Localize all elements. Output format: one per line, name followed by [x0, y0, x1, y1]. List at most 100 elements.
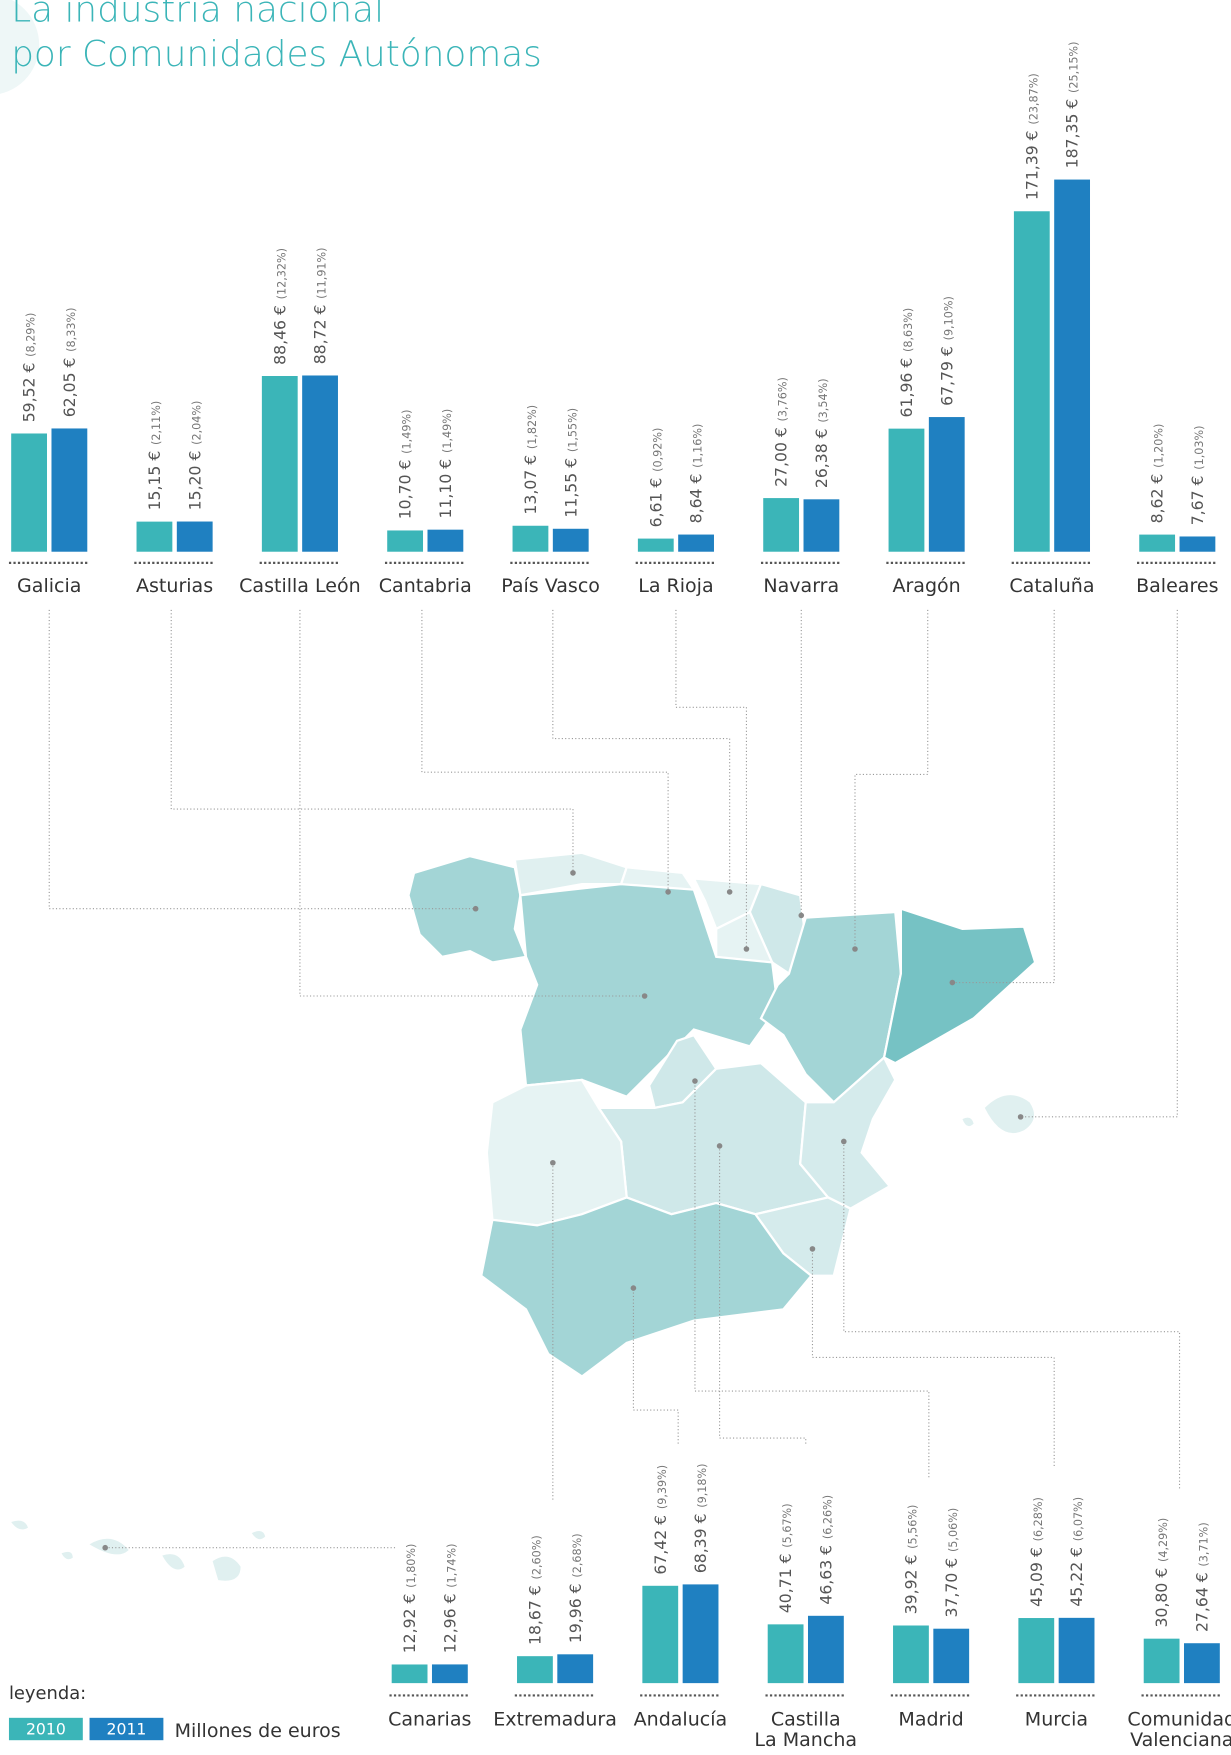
dot	[743, 946, 750, 952]
unit-label: Millones de euros	[175, 1720, 341, 1742]
category-label: País Vasco	[501, 575, 600, 598]
connector	[299, 609, 645, 997]
connector	[421, 609, 669, 892]
share-text: (3,54%)	[817, 378, 830, 422]
category-label: La Rioja	[638, 575, 714, 598]
category-label: Baleares	[1136, 575, 1219, 598]
share-text: (9,39%)	[656, 1465, 669, 1509]
connector	[48, 609, 476, 910]
value-text: 19,96 €	[566, 1583, 585, 1643]
bar	[302, 375, 338, 552]
value-text: 26,38 €	[812, 428, 831, 488]
value-text: 8,62 €	[1148, 474, 1167, 524]
bar	[1184, 1643, 1220, 1684]
share-text: (25,15%)	[1068, 42, 1081, 93]
share-text: (6,26%)	[821, 1495, 834, 1539]
value-label: 61,96 € (8,63%)	[896, 308, 917, 418]
value-text: 15,20 €	[185, 451, 204, 511]
share-text: (1,55%)	[566, 408, 579, 452]
value-text: 67,79 €	[937, 346, 956, 406]
value-text: 46,63 €	[816, 1545, 835, 1605]
value-text: 7,67 €	[1188, 475, 1207, 525]
share-text: (8,33%)	[65, 308, 78, 352]
category-label: Castilla La Mancha	[754, 1708, 858, 1752]
bar	[803, 499, 840, 552]
value-text: 61,96 €	[897, 358, 916, 418]
value-text: 67,42 €	[651, 1515, 670, 1575]
value-text: 27,00 €	[772, 427, 791, 487]
share-text: (6,07%)	[1072, 1497, 1085, 1541]
value-label: 68,39 € (9,18%)	[690, 1463, 711, 1573]
bar	[261, 375, 298, 552]
bar	[552, 528, 589, 552]
connector	[552, 609, 731, 892]
bar	[888, 428, 925, 552]
bar	[1058, 1617, 1095, 1684]
category-label: Galicia	[17, 575, 82, 598]
bar	[11, 433, 48, 552]
category-label: Extremadura	[493, 1708, 617, 1732]
category-label: Murcia	[1024, 1708, 1089, 1732]
category-label: Andalucía	[633, 1708, 728, 1732]
connector	[1020, 609, 1178, 1118]
legend-swatch	[89, 1717, 164, 1741]
dot	[472, 905, 479, 912]
value-label: 26,38 € (3,54%)	[811, 378, 832, 488]
bar	[637, 538, 674, 552]
dot	[570, 870, 576, 876]
value-label: 39,92 € (5,56%)	[901, 1505, 922, 1615]
category-label: Navarra	[763, 575, 840, 598]
value-text: 59,52 €	[20, 363, 39, 423]
value-label: 59,52 € (8,29%)	[19, 313, 40, 423]
bar	[51, 428, 88, 552]
value-text: 11,55 €	[561, 458, 580, 518]
decor	[0, 0, 40, 94]
value-label: 15,15 € (2,11%)	[144, 401, 165, 511]
category-label: Madrid	[898, 1708, 964, 1732]
share-text: (1,20%)	[1153, 424, 1166, 468]
dot	[692, 1078, 698, 1084]
value-label: 67,42 € (9,39%)	[650, 1465, 671, 1575]
value-text: 30,80 €	[1152, 1568, 1171, 1628]
value-text: 10,70 €	[396, 460, 415, 520]
bar	[807, 1615, 844, 1684]
share-text: (2,11%)	[150, 401, 163, 445]
dot	[665, 889, 671, 895]
region-valencia	[799, 1055, 897, 1210]
region-canarias	[11, 1520, 266, 1581]
value-label: 27,64 € (3,71%)	[1192, 1522, 1213, 1632]
connector	[854, 609, 929, 949]
value-text: 6,61 €	[646, 478, 665, 528]
share-text: (3,76%)	[777, 377, 790, 421]
bar	[512, 525, 549, 552]
bar	[136, 521, 173, 552]
dot	[630, 1285, 637, 1291]
share-text: (6,28%)	[1032, 1497, 1045, 1541]
dot	[716, 1143, 723, 1149]
connector	[675, 609, 747, 949]
connector	[843, 1141, 1181, 1489]
region-galicia	[407, 854, 528, 964]
legend-label: 2011	[107, 1720, 147, 1739]
value-label: 10,70 € (1,49%)	[395, 410, 416, 520]
share-text: (4,29%)	[1157, 1518, 1170, 1562]
value-label: 8,64 € (1,16%)	[686, 424, 707, 524]
share-text: (1,74%)	[445, 1543, 458, 1587]
bar	[767, 1624, 804, 1684]
category-label: Canarias	[388, 1708, 472, 1732]
value-text: 37,70 €	[942, 1558, 961, 1618]
value-text: 40,71 €	[776, 1553, 795, 1613]
value-label: 18,67 € (2,60%)	[525, 1535, 546, 1645]
bar	[682, 1584, 719, 1684]
category-label: Castilla León	[239, 575, 361, 598]
connector	[632, 1288, 679, 1444]
share-text: (5,56%)	[907, 1505, 920, 1549]
share-text: (3,71%)	[1198, 1522, 1211, 1566]
bar	[763, 498, 800, 552]
value-label: 30,80 € (4,29%)	[1151, 1518, 1172, 1628]
value-label: 19,96 € (2,68%)	[565, 1533, 586, 1643]
share-text: (12,32%)	[275, 248, 288, 299]
